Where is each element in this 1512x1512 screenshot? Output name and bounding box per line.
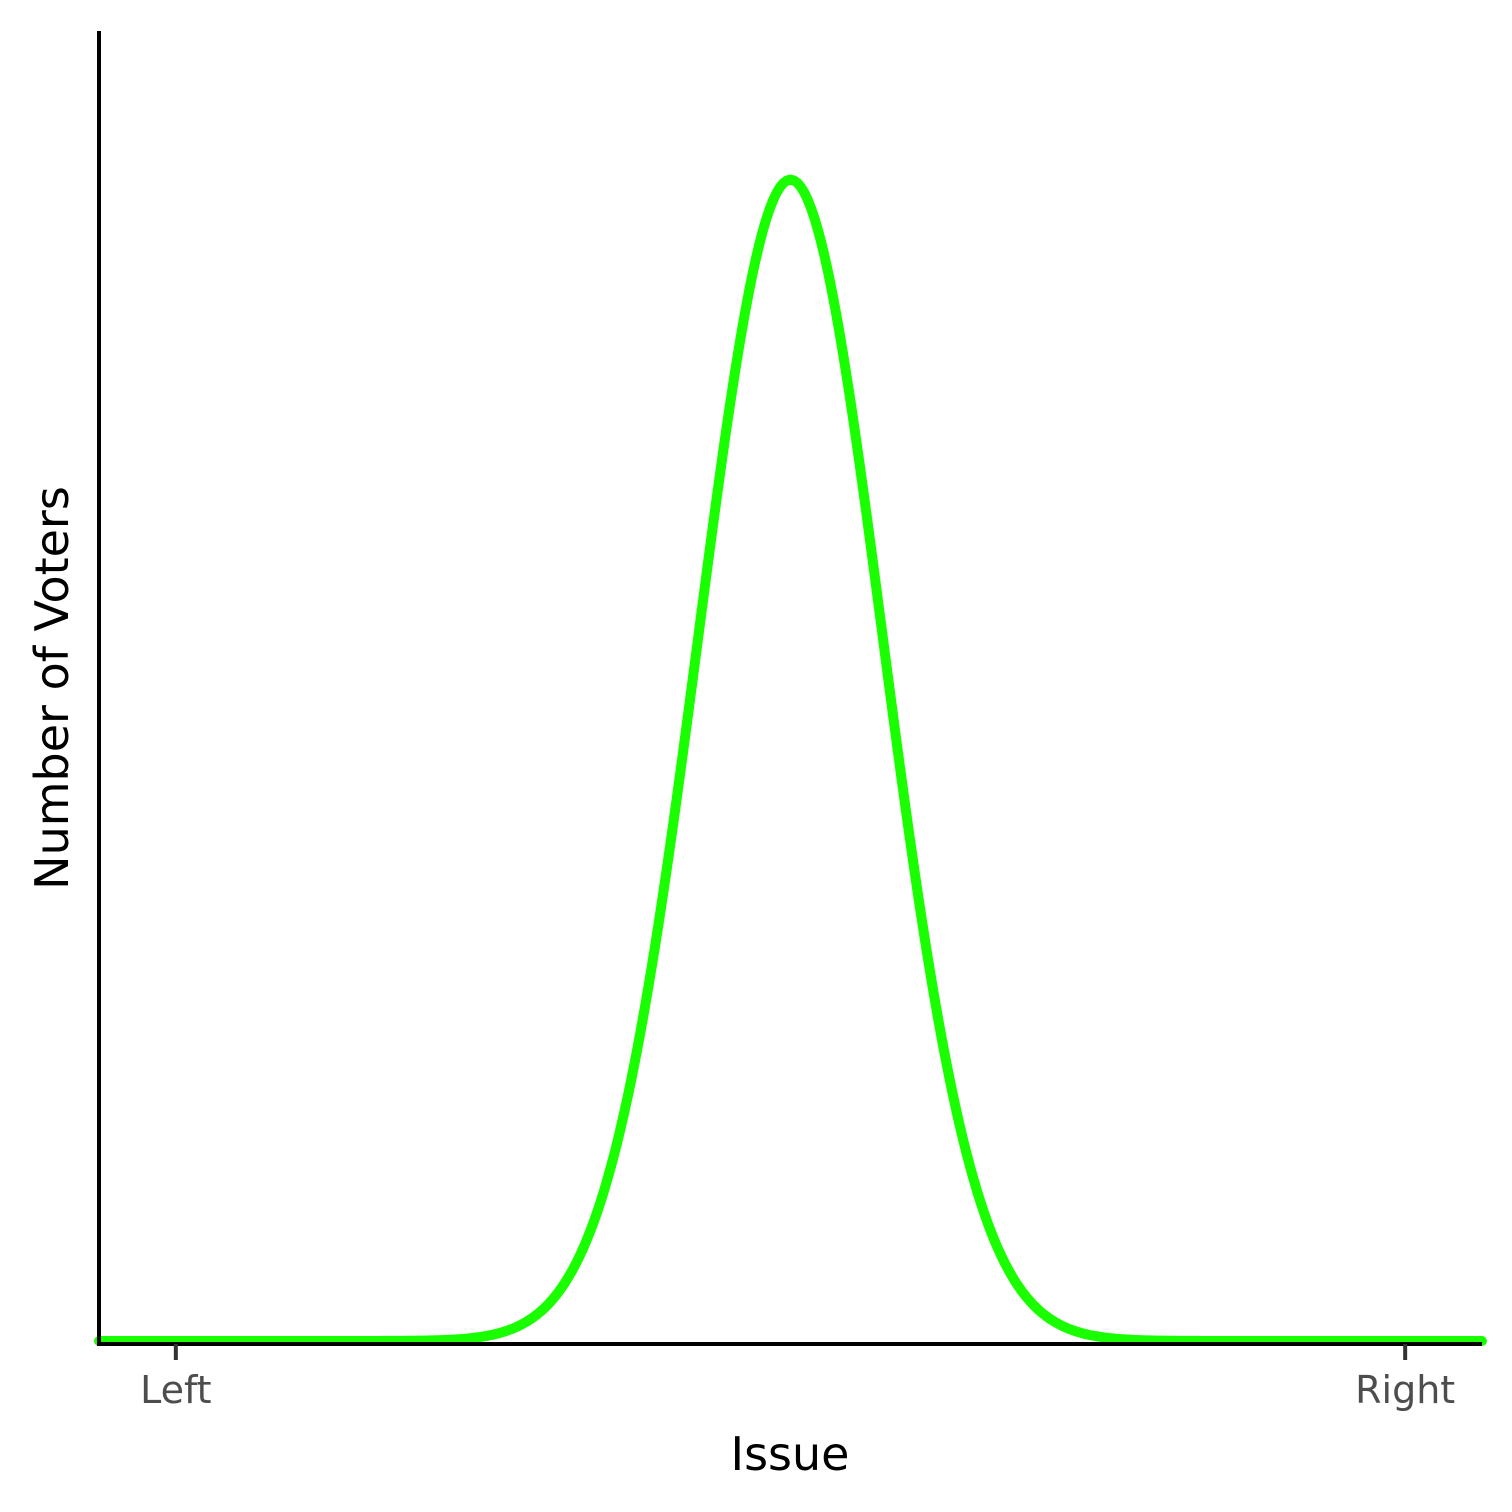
- x-tick-label-left: Left: [140, 1368, 212, 1412]
- x-axis-ticks: Left Right: [140, 1344, 1455, 1412]
- plot-area: [94, 174, 1487, 1346]
- y-axis-title: Number of Voters: [25, 486, 79, 890]
- density-curve-0: [94, 174, 1487, 1346]
- x-tick-label-right: Right: [1355, 1368, 1455, 1412]
- x-axis-title: Issue: [731, 1427, 850, 1481]
